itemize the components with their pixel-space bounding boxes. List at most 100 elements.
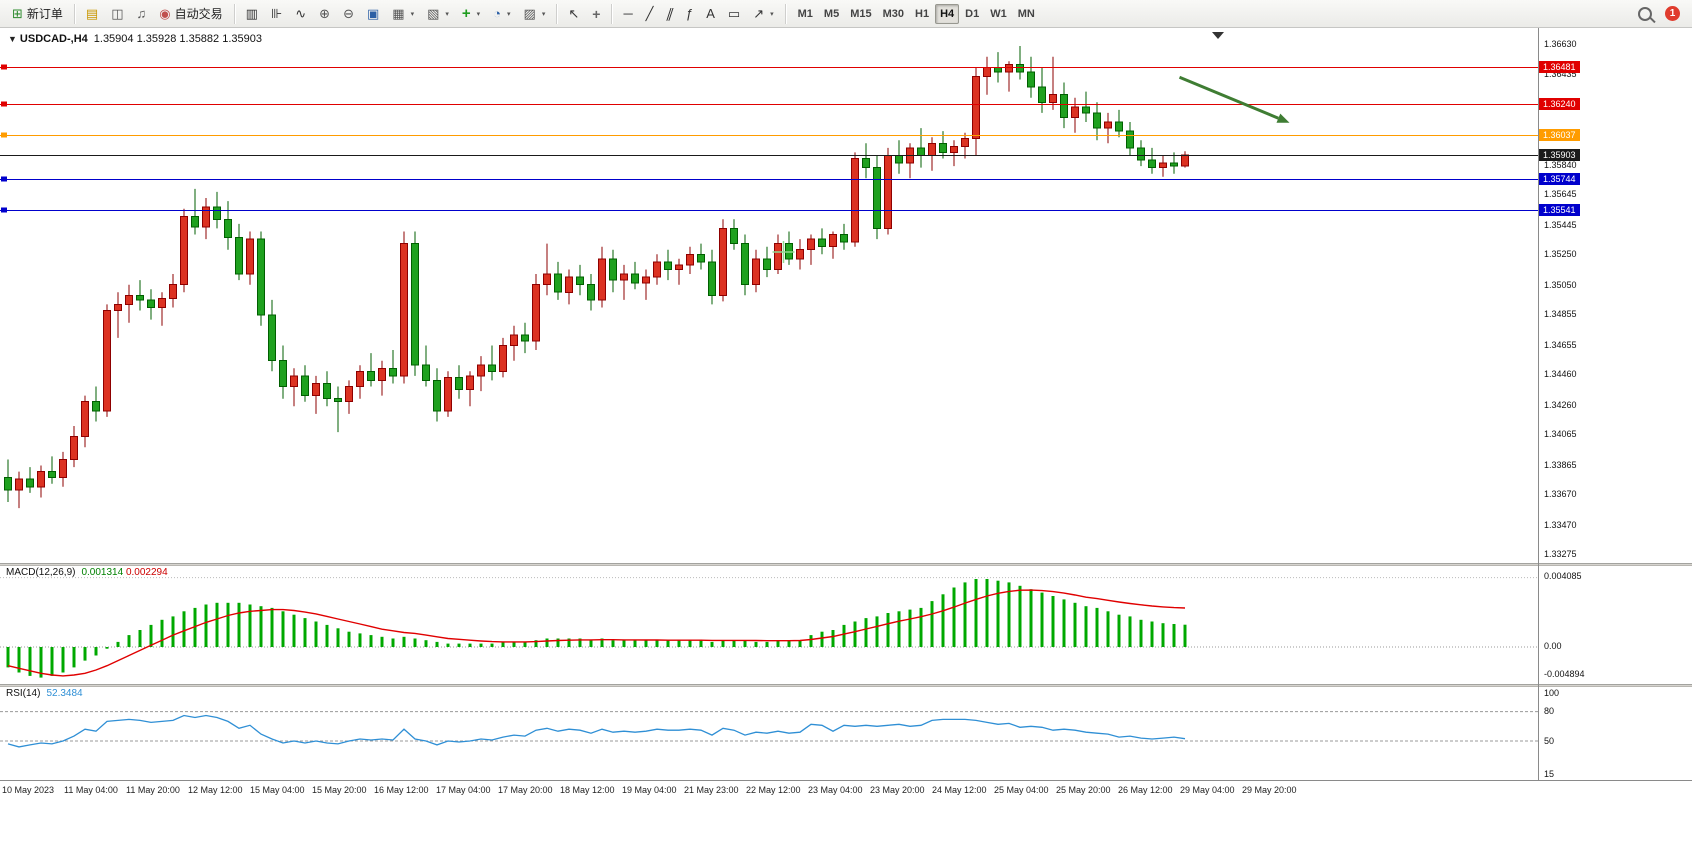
- macd-signal-line: [7, 589, 1186, 677]
- price-axis-label: 1.34460: [1544, 369, 1577, 380]
- price-axis-label: 1.33275: [1544, 549, 1577, 560]
- price-axis-label: 1.34065: [1544, 429, 1577, 440]
- timeframe-h4-button[interactable]: H4: [935, 3, 960, 24]
- window-grid-dropdown[interactable]: ▦ ▾: [386, 3, 420, 25]
- time-axis-label: 21 May 23:00: [684, 785, 739, 795]
- price-axis-label: 1.36630: [1544, 39, 1577, 50]
- rsi-axis-100: 100: [1544, 688, 1560, 698]
- zoom-out-icon: ⊖: [343, 6, 354, 21]
- add-indicator-icon: +: [461, 5, 471, 22]
- line-chart-icon: ∿: [295, 6, 307, 21]
- arrows-tool-dropdown[interactable]: ↗ ▾: [747, 3, 779, 25]
- trendline-tool-button[interactable]: ╱: [640, 3, 660, 25]
- price-axis-label: 1.36435: [1544, 69, 1577, 80]
- candlestick-chart-button[interactable]: ⊪: [265, 3, 288, 25]
- timeframe-m1-button[interactable]: M1: [793, 4, 818, 24]
- label-tool-button[interactable]: ▭: [722, 3, 746, 25]
- cursor-button[interactable]: ↖: [562, 3, 585, 25]
- price-axis-label: 1.35250: [1544, 249, 1577, 260]
- zoom-out-button[interactable]: ⊖: [337, 3, 360, 25]
- macd-panel[interactable]: [0, 565, 1538, 684]
- text-tool-button[interactable]: A: [700, 3, 721, 25]
- window-cascade-dropdown[interactable]: ▧ ▾: [421, 3, 455, 25]
- macd-axis-min: -0.004894: [1544, 669, 1585, 679]
- toolbar: ⊞ 新订单 ▤ ◫ ♫ ◉ 自动交易 ▥ ⊪ ∿ ⊕ ⊖: [0, 0, 1692, 28]
- timeframe-m30-button[interactable]: M30: [878, 4, 909, 24]
- symbol-period-label: USDCAD-,H4: [19, 33, 88, 45]
- time-axis-label: 17 May 20:00: [498, 785, 553, 795]
- macd-label: MACD(12,26,9) 0.001314 0.002294: [6, 567, 168, 578]
- channel-tool-button[interactable]: ∥: [661, 3, 680, 25]
- toolbar-separator: [73, 3, 75, 24]
- line-anchor[interactable]: [1, 176, 7, 182]
- new-order-button[interactable]: ⊞ 新订单: [6, 3, 69, 25]
- trendline-icon: ╱: [645, 6, 654, 21]
- chevron-down-icon: ▾: [476, 10, 481, 18]
- rsi-axis-50: 50: [1544, 736, 1555, 746]
- chevron-down-icon: ▾: [541, 10, 546, 18]
- chart-title: ▼ USDCAD-,H4 1.35904 1.35928 1.35882 1.359…: [8, 33, 262, 45]
- trend-arrow[interactable]: [1178, 75, 1279, 120]
- periods-dropdown[interactable]: ◔ ▾: [487, 3, 516, 25]
- line-anchor[interactable]: [1, 101, 7, 107]
- fibonacci-tool-button[interactable]: ƒ: [680, 3, 699, 25]
- time-axis-label: 23 May 20:00: [870, 785, 925, 795]
- history-center-button[interactable]: ▤: [80, 3, 104, 25]
- line-chart-button[interactable]: ∿: [289, 3, 312, 25]
- auto-trading-button[interactable]: ◉ 自动交易: [153, 3, 228, 25]
- timeframe-h1-button[interactable]: H1: [910, 4, 934, 24]
- horizontal-line-tool-button[interactable]: ─: [617, 3, 638, 25]
- timeframe-w1-button[interactable]: W1: [985, 4, 1012, 24]
- new-order-icon: ⊞: [12, 6, 23, 21]
- notification-badge[interactable]: 1: [1665, 6, 1680, 21]
- rsi-axis-15: 15: [1544, 769, 1555, 779]
- toolbar-separator: [611, 3, 613, 24]
- toolbar-separator: [556, 3, 558, 24]
- bar-chart-button[interactable]: ▥: [240, 3, 264, 25]
- chevron-down-icon: ▾: [445, 10, 449, 18]
- price-badge-1.36240: 1.36240: [1539, 97, 1580, 110]
- chart-shift-marker[interactable]: [1212, 32, 1224, 39]
- candlestick-chart-icon: ⊪: [270, 6, 283, 21]
- zoom-in-button[interactable]: ⊕: [313, 3, 336, 25]
- chevron-down-icon: ▾: [770, 10, 774, 18]
- time-axis-label: 22 May 12:00: [746, 785, 801, 795]
- timeframe-mn-button[interactable]: MN: [1013, 4, 1040, 24]
- panel-splitter[interactable]: [0, 684, 1692, 687]
- fibonacci-icon: ƒ: [686, 6, 694, 21]
- zoom-in-icon: ⊕: [319, 6, 331, 21]
- time-axis-label: 19 May 04:00: [622, 785, 677, 795]
- time-axis-label: 25 May 20:00: [1056, 785, 1111, 795]
- templates-dropdown[interactable]: ▨ ▾: [518, 3, 552, 25]
- add-indicator-dropdown[interactable]: + ▾: [456, 3, 486, 25]
- line-anchor[interactable]: [1, 132, 7, 138]
- price-axis-label: 1.34260: [1544, 399, 1577, 410]
- timeframe-m5-button[interactable]: M5: [819, 4, 844, 24]
- accounts-icon: ◫: [111, 6, 124, 21]
- line-anchor[interactable]: [1, 207, 7, 213]
- price-axis-label: 1.35050: [1544, 279, 1577, 290]
- crosshair-button[interactable]: +: [586, 3, 606, 25]
- rsi-panel[interactable]: [0, 686, 1538, 780]
- sounds-button[interactable]: ♫: [131, 3, 153, 25]
- time-axis-label: 15 May 20:00: [312, 785, 367, 795]
- rsi-line: [7, 714, 1186, 748]
- timeframe-m15-button[interactable]: M15: [845, 4, 876, 24]
- price-axis-label: 1.35840: [1544, 159, 1577, 170]
- cursor-icon: ↖: [568, 6, 580, 21]
- toolbar-separator: [784, 3, 786, 24]
- price-axis-label: 1.33865: [1544, 459, 1577, 470]
- panel-splitter[interactable]: [0, 563, 1692, 566]
- timeframe-d1-button[interactable]: D1: [960, 4, 984, 24]
- macd-axis-zero: 0.00: [1544, 641, 1562, 651]
- line-anchor[interactable]: [1, 64, 7, 70]
- time-axis-label: 26 May 12:00: [1118, 785, 1173, 795]
- search-button[interactable]: [1632, 3, 1658, 25]
- tile-windows-button[interactable]: ▣: [361, 3, 385, 25]
- chevron-down-icon: ▾: [410, 10, 415, 18]
- accounts-button[interactable]: ◫: [105, 3, 129, 25]
- rsi-axis-80: 80: [1544, 706, 1555, 716]
- bar-chart-icon: ▥: [245, 6, 258, 21]
- main-price-chart[interactable]: [0, 28, 1538, 563]
- search-icon: [1638, 6, 1652, 21]
